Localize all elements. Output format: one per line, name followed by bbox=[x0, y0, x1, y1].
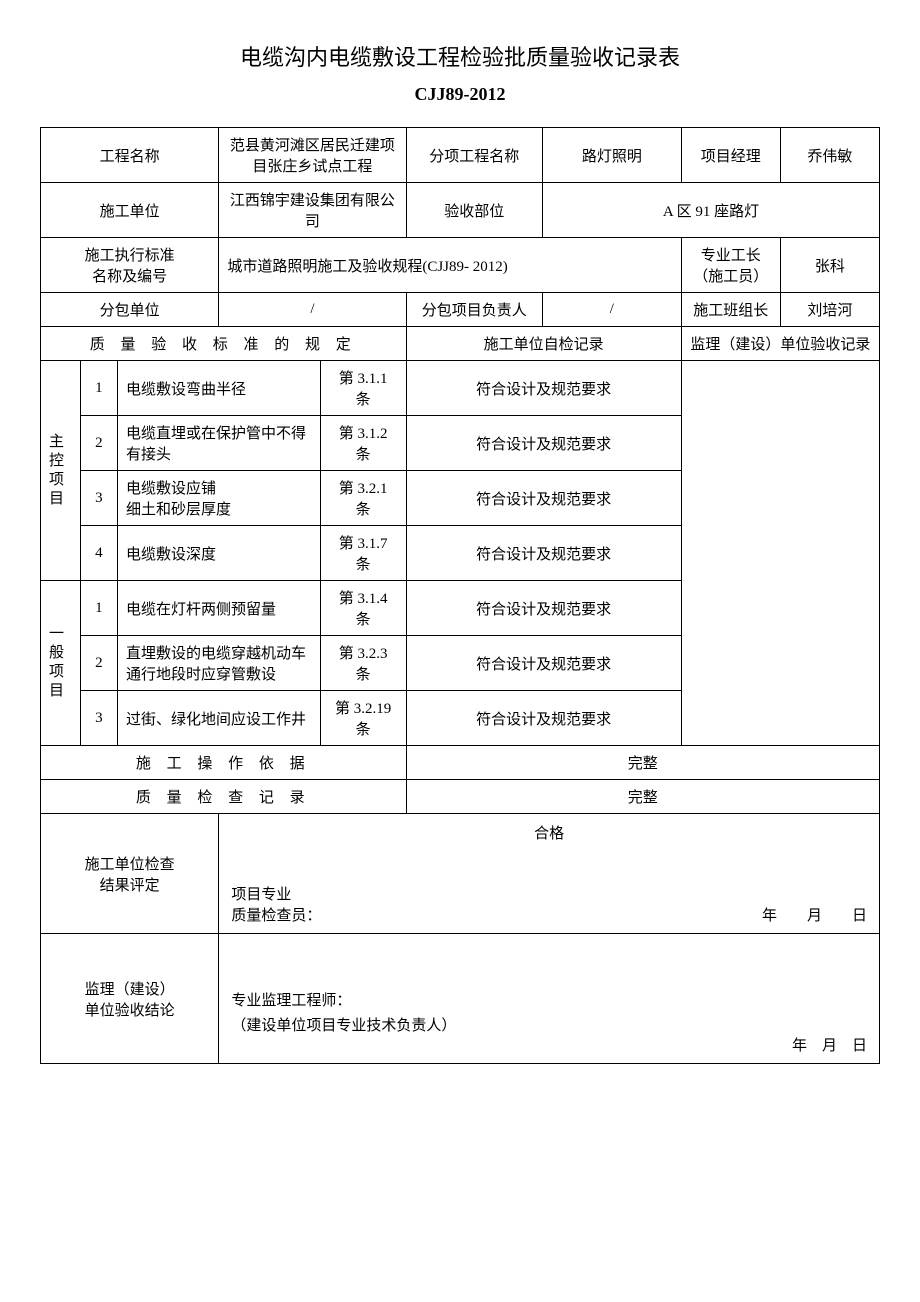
main-4-result: 符合设计及规范要求 bbox=[406, 526, 681, 581]
doc-subtitle: CJJ89-2012 bbox=[40, 84, 880, 105]
value-pm: 乔伟敏 bbox=[780, 128, 879, 183]
main-1-result: 符合设计及规范要求 bbox=[406, 361, 681, 416]
main-1-desc: 电缆敷设弯曲半径 bbox=[118, 361, 321, 416]
value-op-basis: 完整 bbox=[406, 746, 879, 780]
label-supervisor-concl: 监理（建设） 单位验收结论 bbox=[41, 934, 219, 1064]
value-qc-record: 完整 bbox=[406, 780, 879, 814]
label-op-basis: 施 工 操 作 依 据 bbox=[41, 746, 407, 780]
group-general: 一般项目 bbox=[45, 625, 66, 701]
value-subcontractor: / bbox=[219, 293, 406, 327]
label-contractor-eval: 施工单位检查 结果评定 bbox=[41, 814, 219, 934]
value-contractor: 江西锦宇建设集团有限公司 bbox=[219, 183, 406, 238]
gen-3-desc: 过街、绿化地间应设工作井 bbox=[118, 691, 321, 746]
gen-1-desc: 电缆在灯杆两侧预留量 bbox=[118, 581, 321, 636]
gen-3-ref: 第 3.2.19 条 bbox=[320, 691, 406, 746]
value-subitem: 路灯照明 bbox=[543, 128, 682, 183]
value-project-name: 范县黄河滩区居民迁建项目张庄乡试点工程 bbox=[219, 128, 406, 183]
supervisor-date: 年 月 日 bbox=[792, 1034, 867, 1055]
group-main: 主控项目 bbox=[45, 433, 66, 509]
main-3-result: 符合设计及规范要求 bbox=[406, 471, 681, 526]
gen-1-ref: 第 3.1.4 条 bbox=[320, 581, 406, 636]
label-qc-record: 质 量 检 查 记 录 bbox=[41, 780, 407, 814]
supervisor-line1: 专业监理工程师： bbox=[231, 989, 351, 1010]
main-3-ref: 第 3.2.1 条 bbox=[320, 471, 406, 526]
main-3-n: 3 bbox=[80, 471, 117, 526]
main-4-ref: 第 3.1.7 条 bbox=[320, 526, 406, 581]
label-pm: 项目经理 bbox=[681, 128, 780, 183]
gen-2-ref: 第 3.2.3 条 bbox=[320, 636, 406, 691]
label-project-name: 工程名称 bbox=[41, 128, 219, 183]
main-2-n: 2 bbox=[80, 416, 117, 471]
inspection-table: 工程名称 范县黄河滩区居民迁建项目张庄乡试点工程 分项工程名称 路灯照明 项目经… bbox=[40, 127, 880, 1064]
gen-1-n: 1 bbox=[80, 581, 117, 636]
value-foreman: 张科 bbox=[780, 238, 879, 293]
value-acceptance: A 区 91 座路灯 bbox=[543, 183, 880, 238]
col-supervisor: 监理（建设）单位验收记录 bbox=[681, 327, 879, 361]
col-selfcheck: 施工单位自检记录 bbox=[406, 327, 681, 361]
doc-title: 电缆沟内电缆敷设工程检验批质量验收记录表 bbox=[40, 40, 880, 72]
label-subitem: 分项工程名称 bbox=[406, 128, 543, 183]
label-subcontractor: 分包单位 bbox=[41, 293, 219, 327]
main-1-n: 1 bbox=[80, 361, 117, 416]
main-4-desc: 电缆敷设深度 bbox=[118, 526, 321, 581]
contractor-eval-date: 年 月 日 bbox=[762, 904, 867, 925]
label-teamleader: 施工班组长 bbox=[681, 293, 780, 327]
label-foreman: 专业工长 （施工员） bbox=[681, 238, 780, 293]
label-subpm: 分包项目负责人 bbox=[406, 293, 543, 327]
main-1-ref: 第 3.1.1 条 bbox=[320, 361, 406, 416]
supervisor-line2: （建设单位项目专业技术负责人） bbox=[231, 1014, 456, 1035]
contractor-eval-status: 合格 bbox=[231, 822, 867, 843]
main-2-ref: 第 3.1.2 条 bbox=[320, 416, 406, 471]
main-4-n: 4 bbox=[80, 526, 117, 581]
label-acceptance: 验收部位 bbox=[406, 183, 543, 238]
supervisor-col-blank bbox=[681, 361, 879, 746]
col-standard: 质 量 验 收 标 准 的 规 定 bbox=[41, 327, 407, 361]
gen-2-result: 符合设计及规范要求 bbox=[406, 636, 681, 691]
contractor-eval-inspector: 项目专业 质量检查员： bbox=[231, 883, 321, 925]
gen-3-n: 3 bbox=[80, 691, 117, 746]
main-2-desc: 电缆直埋或在保护管中不得有接头 bbox=[118, 416, 321, 471]
value-subpm: / bbox=[543, 293, 682, 327]
gen-1-result: 符合设计及规范要求 bbox=[406, 581, 681, 636]
value-teamleader: 刘培河 bbox=[780, 293, 879, 327]
main-2-result: 符合设计及规范要求 bbox=[406, 416, 681, 471]
label-contractor: 施工单位 bbox=[41, 183, 219, 238]
label-exec-std: 施工执行标准 名称及编号 bbox=[41, 238, 219, 293]
gen-2-desc: 直埋敷设的电缆穿越机动车通行地段时应穿管敷设 bbox=[118, 636, 321, 691]
main-3-desc: 电缆敷设应铺 细土和砂层厚度 bbox=[118, 471, 321, 526]
gen-2-n: 2 bbox=[80, 636, 117, 691]
gen-3-result: 符合设计及规范要求 bbox=[406, 691, 681, 746]
block-contractor-eval: 合格 项目专业 质量检查员： 年 月 日 bbox=[219, 814, 880, 934]
block-supervisor-concl: 专业监理工程师： （建设单位项目专业技术负责人） 年 月 日 bbox=[219, 934, 880, 1064]
value-exec-std: 城市道路照明施工及验收规程(CJJ89- 2012) bbox=[219, 238, 681, 293]
